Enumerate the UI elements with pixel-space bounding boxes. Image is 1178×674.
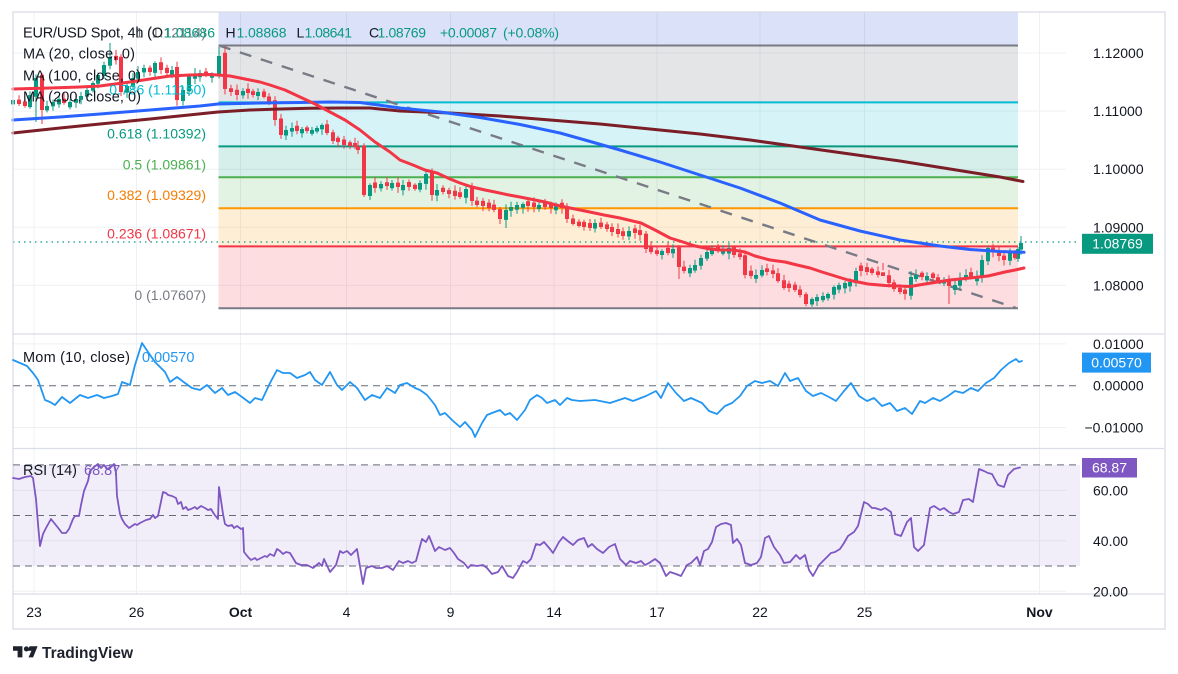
svg-text:1.08868: 1.08868 <box>237 25 287 41</box>
svg-text:C: C <box>369 25 379 41</box>
svg-text:1.08769: 1.08769 <box>378 25 427 41</box>
svg-text:0.786 (1.11150): 0.786 (1.11150) <box>109 81 206 97</box>
svg-text:1.10000: 1.10000 <box>1093 161 1144 177</box>
svg-text:0.236 (1.08671): 0.236 (1.08671) <box>107 225 206 241</box>
svg-text:Oct: Oct <box>229 604 253 620</box>
svg-text:EUR/USD Spot, 4h (O: EUR/USD Spot, 4h (O <box>23 26 163 42</box>
svg-text:0.5 (1.09861): 0.5 (1.09861) <box>123 156 206 172</box>
svg-text:1.11000: 1.11000 <box>1093 103 1143 119</box>
svg-text:68.87: 68.87 <box>84 463 120 479</box>
svg-text:1.08686: 1.08686 <box>164 25 215 41</box>
svg-text:MA (20, close, 0): MA (20, close, 0) <box>23 47 135 63</box>
svg-text:0.00570: 0.00570 <box>142 350 194 366</box>
svg-text:0 (1.07607): 0 (1.07607) <box>134 287 206 303</box>
svg-text:1.08000: 1.08000 <box>1093 277 1144 293</box>
svg-text:Nov: Nov <box>1026 604 1053 620</box>
svg-text:H: H <box>226 25 236 41</box>
svg-text:40.00: 40.00 <box>1093 533 1128 549</box>
svg-text:RSI (14): RSI (14) <box>23 463 77 479</box>
svg-text:+0.00087: +0.00087 <box>440 25 497 41</box>
svg-text:9: 9 <box>447 604 455 620</box>
svg-text:20.00: 20.00 <box>1093 583 1128 599</box>
svg-text:(+0.08%): (+0.08%) <box>503 25 559 41</box>
svg-text:25: 25 <box>857 604 873 620</box>
svg-text:0.01000: 0.01000 <box>1093 336 1144 352</box>
svg-text:0.00570: 0.00570 <box>1091 355 1142 371</box>
svg-text:MA (200, close, 0): MA (200, close, 0) <box>23 90 141 106</box>
svg-text:L: L <box>297 25 305 41</box>
svg-text:TradingView: TradingView <box>42 645 134 662</box>
svg-text:17: 17 <box>649 604 665 620</box>
svg-text:0.382 (1.09329): 0.382 (1.09329) <box>107 187 206 203</box>
svg-text:26: 26 <box>129 604 145 620</box>
svg-text:1.09000: 1.09000 <box>1093 219 1144 235</box>
svg-text:MA (100, close, 0): MA (100, close, 0) <box>23 69 141 85</box>
svg-text:1.08641: 1.08641 <box>305 25 353 41</box>
svg-text:0.00000: 0.00000 <box>1093 378 1144 394</box>
svg-text:1.12000: 1.12000 <box>1093 45 1144 61</box>
svg-text:68.87: 68.87 <box>1092 460 1127 476</box>
svg-text:4: 4 <box>343 604 351 620</box>
svg-text:60.00: 60.00 <box>1093 482 1128 498</box>
svg-text:23: 23 <box>26 604 42 620</box>
svg-text:1 (1.12114): 1 (1.12114) <box>135 25 206 41</box>
svg-text:0.618 (1.10392): 0.618 (1.10392) <box>107 125 206 141</box>
svg-text:22: 22 <box>752 604 768 620</box>
svg-text:−0.01000: −0.01000 <box>1085 420 1144 436</box>
svg-text:Mom (10, close): Mom (10, close) <box>23 350 130 366</box>
svg-text:1.08769: 1.08769 <box>1092 236 1143 252</box>
svg-text:14: 14 <box>546 604 562 620</box>
